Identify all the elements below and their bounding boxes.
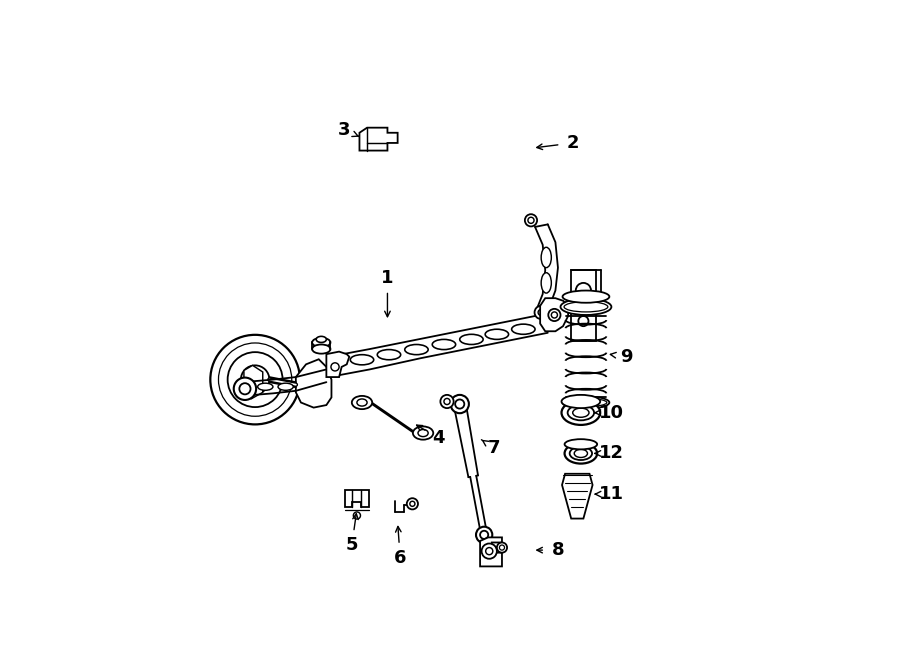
Text: 1: 1 (382, 269, 393, 287)
Circle shape (548, 309, 561, 321)
Polygon shape (327, 352, 349, 377)
Ellipse shape (564, 444, 597, 463)
Ellipse shape (316, 336, 327, 342)
Ellipse shape (257, 383, 273, 390)
Circle shape (525, 214, 537, 227)
Circle shape (576, 283, 591, 298)
Circle shape (579, 316, 589, 326)
Circle shape (354, 512, 361, 519)
Polygon shape (480, 537, 502, 566)
Ellipse shape (413, 426, 433, 440)
Text: 7: 7 (488, 440, 500, 457)
Ellipse shape (511, 324, 536, 334)
Ellipse shape (432, 339, 455, 350)
Circle shape (535, 306, 548, 319)
Circle shape (486, 547, 493, 555)
Polygon shape (562, 474, 592, 519)
Circle shape (219, 343, 292, 416)
Circle shape (444, 399, 450, 405)
Ellipse shape (564, 439, 597, 449)
Ellipse shape (377, 350, 400, 360)
Circle shape (497, 543, 507, 553)
Ellipse shape (561, 299, 611, 315)
Circle shape (480, 531, 488, 539)
Circle shape (234, 377, 256, 400)
Ellipse shape (312, 338, 330, 347)
Ellipse shape (562, 395, 600, 408)
Ellipse shape (352, 396, 373, 409)
Text: 9: 9 (620, 348, 633, 366)
Ellipse shape (562, 291, 609, 303)
Circle shape (228, 352, 283, 407)
Circle shape (552, 312, 557, 318)
Circle shape (476, 527, 492, 543)
Ellipse shape (350, 355, 374, 365)
Ellipse shape (562, 401, 600, 425)
Ellipse shape (405, 344, 428, 355)
Circle shape (241, 366, 269, 394)
Ellipse shape (541, 247, 552, 268)
Circle shape (538, 309, 544, 315)
Circle shape (239, 383, 250, 395)
Circle shape (455, 399, 464, 408)
Ellipse shape (565, 399, 607, 407)
Polygon shape (296, 360, 331, 408)
Text: 6: 6 (394, 549, 407, 566)
Ellipse shape (562, 397, 609, 408)
Ellipse shape (570, 447, 592, 460)
Polygon shape (244, 366, 263, 399)
Circle shape (248, 373, 262, 387)
Circle shape (482, 543, 497, 559)
Polygon shape (346, 490, 369, 507)
Ellipse shape (312, 344, 330, 354)
Bar (571, 270, 596, 342)
Polygon shape (540, 298, 568, 331)
Text: 11: 11 (598, 485, 624, 503)
Polygon shape (359, 128, 398, 151)
Circle shape (440, 395, 454, 408)
Circle shape (528, 217, 534, 223)
Text: 3: 3 (338, 121, 350, 139)
Circle shape (407, 498, 418, 510)
Text: 5: 5 (346, 536, 358, 554)
Circle shape (410, 501, 415, 506)
Ellipse shape (541, 273, 552, 293)
Text: 8: 8 (552, 541, 564, 559)
Ellipse shape (278, 383, 293, 390)
Circle shape (331, 363, 339, 371)
Ellipse shape (485, 329, 508, 339)
Text: 2: 2 (567, 134, 580, 152)
Ellipse shape (564, 301, 608, 312)
Text: 4: 4 (432, 429, 445, 447)
Circle shape (500, 545, 505, 550)
Text: 10: 10 (598, 404, 624, 422)
Ellipse shape (568, 405, 594, 420)
Ellipse shape (460, 334, 483, 344)
Circle shape (211, 335, 300, 424)
Circle shape (451, 395, 469, 413)
Text: 12: 12 (598, 444, 624, 463)
